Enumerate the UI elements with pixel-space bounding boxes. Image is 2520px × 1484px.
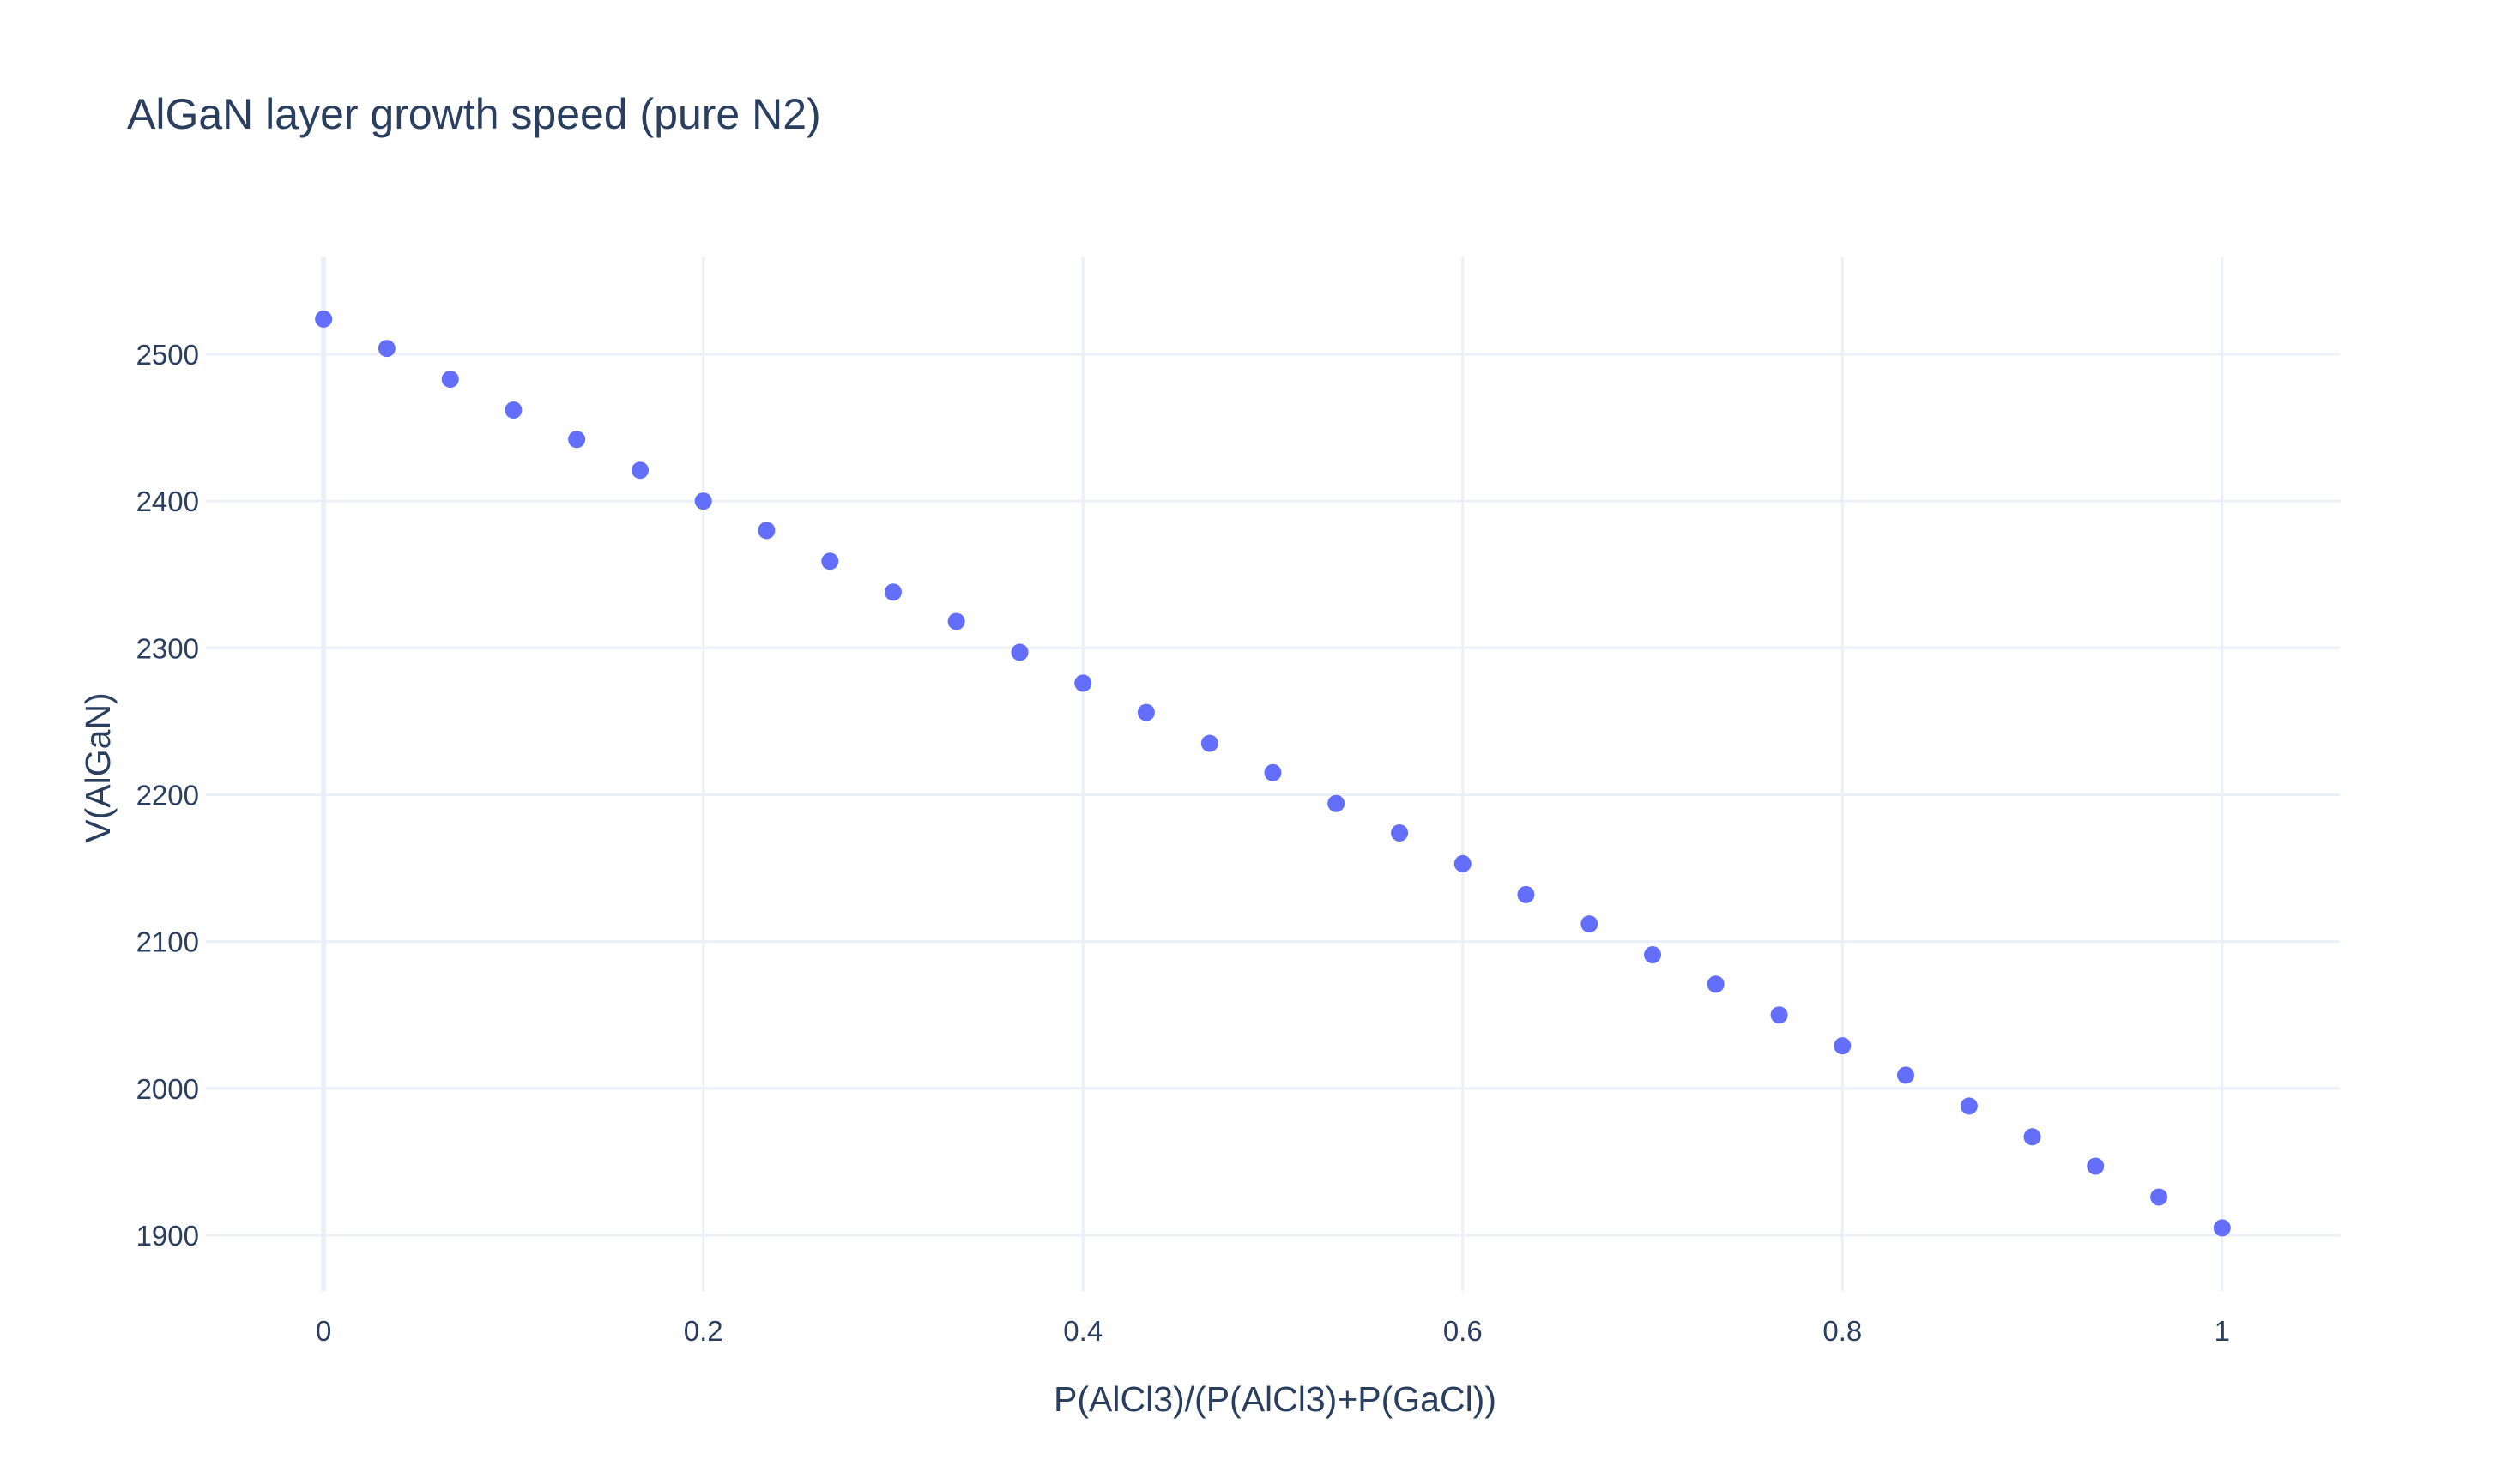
y-tick-label: 1900: [136, 1220, 199, 1252]
x-axis-title: P(AlCl3)/(P(AlCl3)+P(GaCl)): [1054, 1379, 1496, 1419]
data-point[interactable]: [1644, 946, 1662, 964]
data-point[interactable]: [1137, 703, 1155, 721]
x-tick-label: 1: [2215, 1315, 2230, 1347]
data-point[interactable]: [1960, 1097, 1978, 1115]
data-point[interactable]: [1770, 1006, 1788, 1024]
data-point[interactable]: [2087, 1157, 2105, 1175]
y-axis-title: V(AlGaN): [78, 692, 118, 842]
marker-layer: [315, 310, 2231, 1237]
data-point[interactable]: [1011, 643, 1029, 661]
x-tick-label: 0.2: [684, 1315, 723, 1347]
data-point[interactable]: [1453, 854, 1472, 872]
data-point[interactable]: [694, 492, 712, 510]
data-point[interactable]: [2150, 1188, 2168, 1206]
data-point[interactable]: [1074, 674, 1092, 692]
tick-label-layer: 0 0.2 0.4 0.6 0.8 1 1900 2000 2100 2200 2300 2400 25…: [136, 339, 2230, 1347]
data-point[interactable]: [441, 371, 459, 389]
data-point[interactable]: [947, 612, 965, 630]
data-point[interactable]: [632, 461, 650, 480]
y-tick-label: 2300: [136, 632, 199, 664]
data-point[interactable]: [1391, 823, 1409, 842]
data-point[interactable]: [1896, 1066, 1914, 1084]
data-point[interactable]: [1517, 885, 1535, 903]
data-point[interactable]: [821, 552, 839, 570]
data-point[interactable]: [1200, 734, 1218, 752]
x-tick-label: 0.8: [1822, 1315, 1862, 1347]
data-point[interactable]: [505, 401, 523, 419]
y-tick-label: 2100: [136, 926, 199, 958]
x-tick-label: 0: [316, 1315, 331, 1347]
grid-layer: [206, 257, 2340, 1291]
data-point[interactable]: [378, 340, 396, 358]
data-point[interactable]: [568, 431, 586, 449]
data-point[interactable]: [1264, 763, 1282, 781]
x-tick-label: 0.4: [1063, 1315, 1103, 1347]
data-point[interactable]: [1580, 915, 1598, 933]
y-tick-label: 2200: [136, 779, 199, 811]
data-point[interactable]: [758, 522, 776, 540]
y-tick-label: 2500: [136, 339, 199, 371]
data-point[interactable]: [2023, 1128, 2041, 1146]
chart-title: AlGaN layer growth speed (pure N2): [127, 90, 821, 138]
x-tick-label: 0.6: [1443, 1315, 1483, 1347]
data-point[interactable]: [315, 310, 333, 328]
y-tick-label: 2000: [136, 1073, 199, 1105]
data-point[interactable]: [1834, 1037, 1852, 1055]
data-point[interactable]: [1327, 794, 1345, 812]
data-point[interactable]: [1707, 975, 1725, 993]
data-point[interactable]: [2213, 1219, 2231, 1237]
y-tick-label: 2400: [136, 486, 199, 517]
data-point[interactable]: [884, 583, 902, 601]
